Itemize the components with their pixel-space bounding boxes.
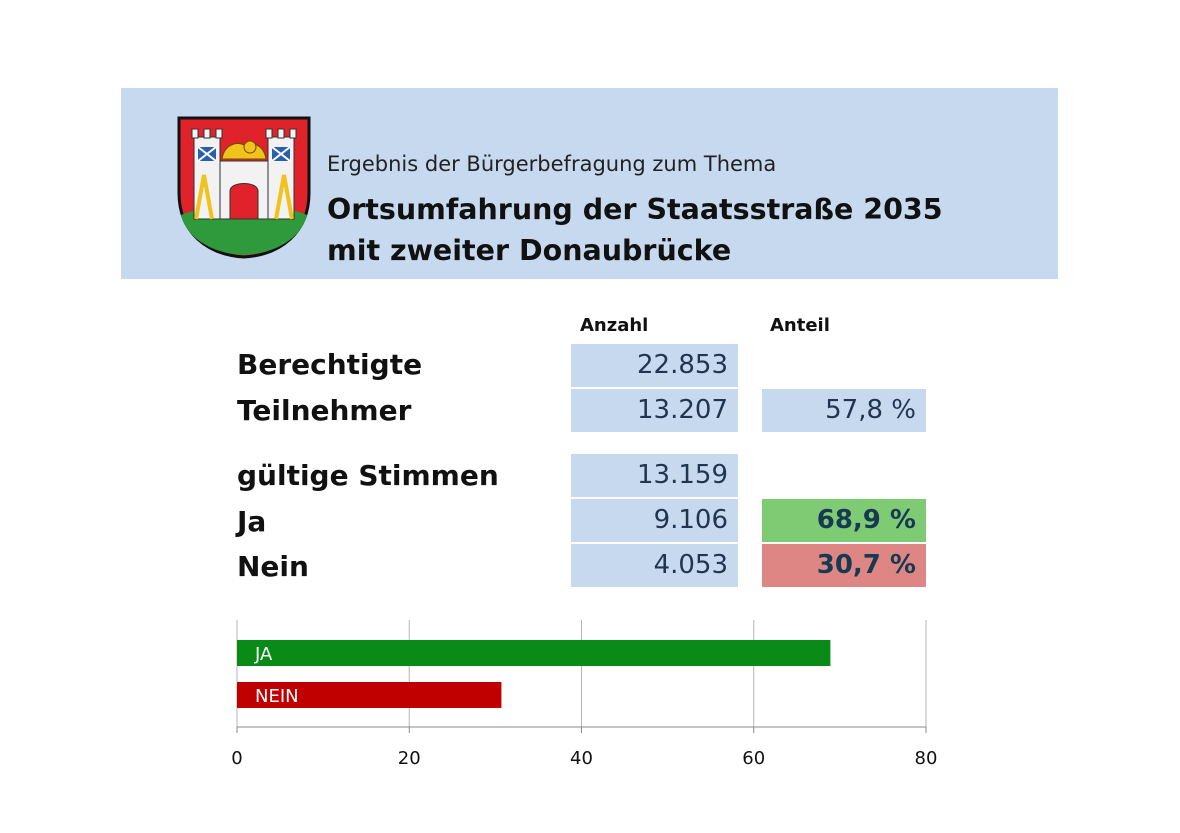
header-banner: Ergebnis der Bürgerbefragung zum Thema O… [121,88,1058,279]
x-tick-label-0: 0 [231,748,242,769]
cell-share-yes: 68,9 % [762,499,926,542]
cell-count-eligible: 22.853 [571,344,738,387]
cell-count-no: 4.053 [571,544,738,587]
row-label-valid-votes: gültige Stimmen [237,459,499,492]
coat-of-arms-icon [177,116,311,259]
column-header-share: Anteil [770,315,830,336]
row-label-yes: Ja [237,505,267,538]
row-label-no: Nein [237,550,309,583]
cell-count-valid-votes: 13.159 [571,454,738,497]
x-tick-label-20: 20 [398,748,421,769]
column-header-count: Anzahl [580,315,649,336]
survey-subtitle: Ergebnis der Bürgerbefragung zum Thema [327,152,777,176]
row-label-participants: Teilnehmer [237,394,412,427]
bar-label-nein: NEIN [255,686,299,707]
survey-title: Ortsumfahrung der Staatsstraße 2035 mit … [327,189,943,271]
survey-title-line-1: Ortsumfahrung der Staatsstraße 2035 [327,193,943,226]
cell-share-participants: 57,8 % [762,389,926,432]
survey-title-line-2: mit zweiter Donaubrücke [327,234,732,267]
cell-share-no: 30,7 % [762,544,926,587]
bar-label-ja: JA [254,644,273,665]
x-tick-label-60: 60 [742,748,765,769]
x-tick-label-80: 80 [915,748,938,769]
bar-nein [237,682,502,708]
cell-count-participants: 13.207 [571,389,738,432]
cell-count-yes: 9.106 [571,499,738,542]
bar-ja [237,640,831,666]
x-tick-label-40: 40 [570,748,593,769]
row-label-eligible: Berechtigte [237,348,423,381]
